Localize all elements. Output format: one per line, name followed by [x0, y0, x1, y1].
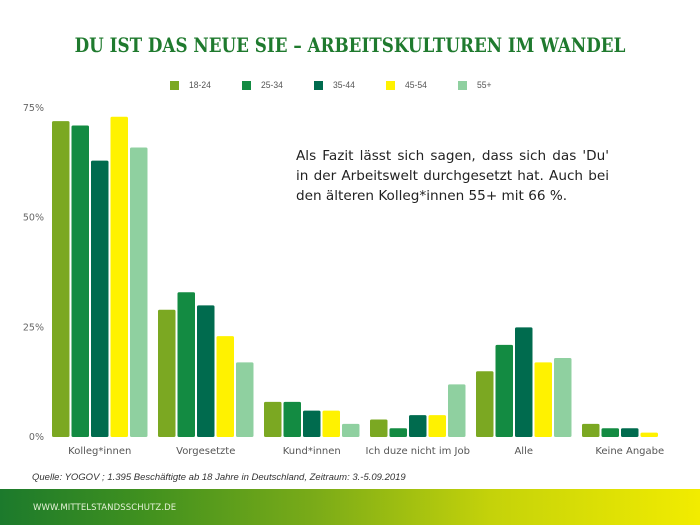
bar-chart: 0%25%50%75%Kolleg*innen / 18-24: 72%Koll…	[23, 103, 664, 457]
category-label: Kund*innen	[283, 446, 341, 457]
bar-35-44: Ich duze nicht im Job / 35-44: 5%	[409, 415, 427, 437]
legend-swatch	[242, 81, 251, 90]
legend-item-18-24: 18-24	[170, 80, 242, 91]
legend-label: 35-44	[333, 80, 355, 91]
bar-45-54: Kolleg*innen / 45-54: 73%	[110, 116, 128, 438]
bar-group-kolleg-innen: Kolleg*innen / 18-24: 72%Kolleg*innen / …	[52, 116, 148, 438]
bar-group-vorgesetzte: Vorgesetzte / 18-24: 29%Vorgesetzte / 25…	[158, 292, 254, 437]
legend-item-45-54: 45-54	[386, 80, 458, 91]
legend-label: 55+	[477, 80, 492, 91]
chart-title: DU IST DAS NEUE SIE – ARBEITSKULTUREN IM…	[74, 34, 626, 57]
y-tick-label: 75%	[23, 103, 44, 114]
bar-group-kund-innen: Kund*innen / 18-24: 8%Kund*innen / 25-34…	[264, 401, 360, 437]
bar-18-24: Kolleg*innen / 18-24: 72%	[52, 121, 70, 437]
bar-55-: Kolleg*innen / 55+: 66%	[130, 147, 148, 438]
bar-55-: Kund*innen / 55+: 3%	[342, 423, 360, 437]
bar-18-24: Kund*innen / 18-24: 8%	[264, 401, 282, 437]
bar-35-44: Kolleg*innen / 35-44: 63%	[91, 160, 109, 437]
chart-legend: 18-24 25-34 35-44 45-54 55+	[0, 80, 700, 91]
legend-label: 45-54	[405, 80, 427, 91]
bar-35-44: Vorgesetzte / 35-44: 30%	[197, 305, 215, 437]
legend-item-55-: 55+	[458, 80, 530, 91]
bar-18-24: Keine Angabe / 18-24: 3%	[582, 423, 600, 437]
category-label: Alle	[514, 446, 533, 457]
bar-25-34: Alle / 25-34: 21%	[495, 344, 513, 437]
legend-swatch	[314, 81, 323, 90]
bar-25-34: Vorgesetzte / 25-34: 33%	[177, 292, 195, 437]
bar-35-44: Alle / 35-44: 25%	[515, 327, 533, 437]
y-tick-label: 0%	[29, 432, 44, 443]
bar-45-54: Keine Angabe / 45-54: 1%	[640, 432, 658, 437]
bar-55-: Ich duze nicht im Job / 55+: 12%	[448, 384, 466, 437]
footer-url-link[interactable]: WWW.MITTELSTANDSSCHUTZ.DE	[33, 503, 177, 513]
bar-18-24: Alle / 18-24: 15%	[476, 371, 494, 437]
bar-45-54: Kund*innen / 45-54: 6%	[322, 410, 340, 437]
bar-35-44: Keine Angabe / 35-44: 2%	[621, 428, 639, 437]
legend-label: 18-24	[189, 80, 211, 91]
bar-35-44: Kund*innen / 35-44: 6%	[303, 410, 321, 437]
legend-label: 25-34	[261, 80, 283, 91]
bar-55-: Alle / 55+: 18%	[554, 358, 572, 437]
legend-swatch	[386, 81, 395, 90]
legend-swatch	[170, 81, 179, 90]
bar-group-alle: Alle / 18-24: 15%Alle / 25-34: 21%Alle /…	[476, 327, 572, 437]
legend-swatch	[458, 81, 467, 90]
legend-item-25-34: 25-34	[242, 80, 314, 91]
bar-45-54: Alle / 45-54: 17%	[534, 362, 552, 437]
y-tick-label: 25%	[23, 322, 44, 333]
bar-25-34: Keine Angabe / 25-34: 2%	[601, 428, 619, 437]
bar-55-: Vorgesetzte / 55+: 17%	[236, 362, 254, 437]
legend-item-35-44: 35-44	[314, 80, 386, 91]
bar-18-24: Ich duze nicht im Job / 18-24: 4%	[370, 419, 388, 437]
bar-group-keine-angabe: Keine Angabe / 18-24: 3%Keine Angabe / 2…	[582, 423, 658, 437]
chart-annotation: Als Fazit lässt sich sagen, dass sich da…	[296, 148, 609, 204]
category-label: Vorgesetzte	[176, 446, 235, 457]
bar-25-34: Kund*innen / 25-34: 8%	[283, 401, 301, 437]
source-note: Quelle: YOGOV ; 1.395 Beschäftigte ab 18…	[32, 472, 406, 483]
category-label: Keine Angabe	[595, 446, 664, 457]
bar-18-24: Vorgesetzte / 18-24: 29%	[158, 309, 176, 437]
category-label: Kolleg*innen	[68, 446, 131, 457]
category-label: Ich duze nicht im Job	[366, 446, 470, 457]
footer-bar: WWW.MITTELSTANDSSCHUTZ.DE	[0, 489, 700, 525]
bar-45-54: Ich duze nicht im Job / 45-54: 5%	[428, 415, 446, 437]
bar-group-ich-duze-nicht-im-job: Ich duze nicht im Job / 18-24: 4%Ich duz…	[370, 384, 466, 437]
bar-45-54: Vorgesetzte / 45-54: 23%	[216, 336, 234, 437]
y-tick-label: 50%	[23, 213, 44, 224]
bar-25-34: Ich duze nicht im Job / 25-34: 2%	[389, 428, 407, 437]
bar-25-34: Kolleg*innen / 25-34: 71%	[71, 125, 89, 438]
